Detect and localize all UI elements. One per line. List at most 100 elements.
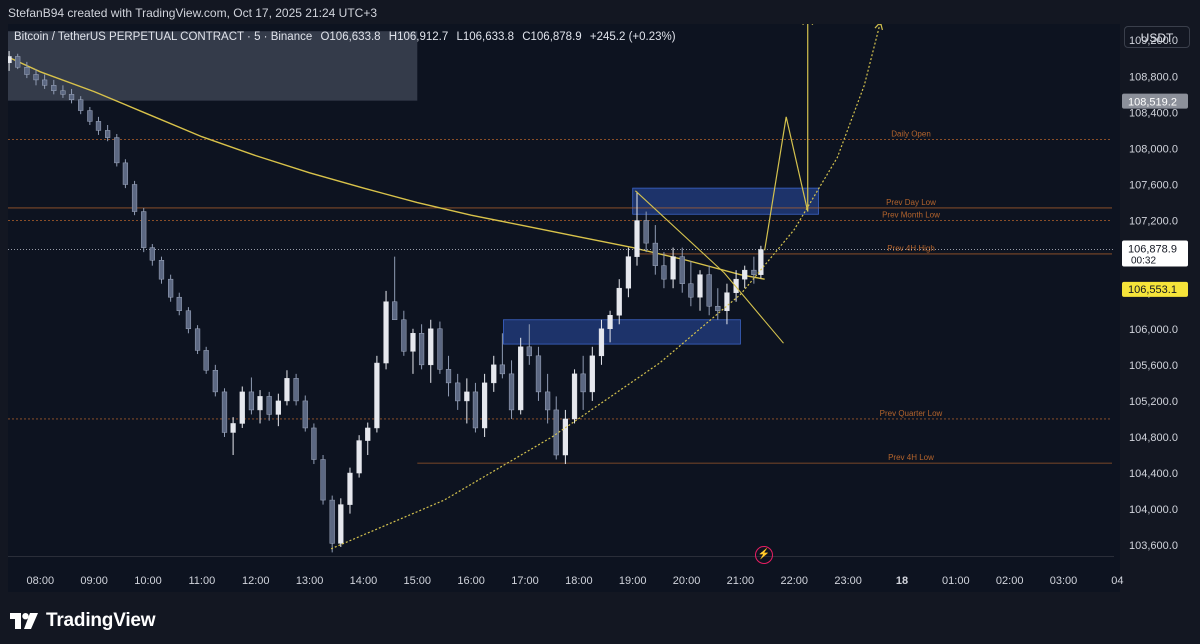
ema-price-label: 106,553.1 [1128,284,1177,296]
y-tick-label: 106,000.0 [1129,324,1178,336]
y-tick-label: 106,400.0 [1129,288,1178,300]
ema-price-tag [1122,281,1188,297]
symbol-title[interactable]: Bitcoin / TetherUS PERPETUAL CONTRACT · … [14,31,313,43]
candle-body [33,74,39,81]
ema-line [10,57,765,280]
candlestick-chart[interactable]: Daily Open Prev Day Low Prev Month Low Prev… [8,24,1120,592]
candle-body [78,99,84,111]
tradingview-logo[interactable]: TradingView [10,610,156,632]
candle-body [105,130,111,138]
candle-body [185,310,192,330]
candle-body [338,504,344,544]
candle-body [320,459,326,501]
candle-body [347,472,353,505]
candle-body [418,333,425,366]
candle-body [758,249,764,275]
candle-body [526,346,532,357]
candle-body [87,110,93,122]
candle-body [203,350,209,371]
candle-body [472,391,479,429]
candle-body [428,328,434,366]
candle-body [239,391,245,424]
close-value: C106,878.9 [522,31,582,43]
last-price-tag [1122,240,1188,267]
candle-body [230,423,236,433]
y-tick-label: 104,800.0 [1129,432,1178,444]
order-block-zone [632,187,819,215]
order-block-zone [503,319,741,345]
chart-panel[interactable]: Daily Open Prev Day Low Prev Month Low Prev… [8,24,1120,592]
candle-body [724,292,730,311]
projection-curve [330,24,881,550]
level-label: Prev Month Low [882,211,940,220]
candle-body [275,400,281,415]
y-tick-label: 108,000.0 [1129,143,1178,155]
y-tick-label: 107,200.0 [1129,216,1178,228]
y-tick-label: 107,600.0 [1129,180,1178,192]
candle-body [715,305,721,311]
last-price-label: 106,878.9 [1128,244,1177,256]
candle-body [688,283,694,298]
attribution-bar: StefanB94 created with TradingView.com, … [0,0,1200,24]
candle-body [643,220,649,244]
projection-triangle [635,190,784,344]
candle-body [221,391,228,433]
candle-body [68,94,75,100]
candle-body [652,242,658,266]
candle-body [158,259,165,280]
candle-body [149,247,155,261]
open-value: O106,633.8 [320,31,381,43]
candle-body [508,373,515,411]
candle-body [455,382,461,402]
y-tick-label: 104,000.0 [1129,504,1178,516]
candle-body [697,274,703,298]
high-value: H106,912.7 [388,31,449,43]
candle-body [464,391,470,402]
candle-body [293,378,299,402]
candle-body [194,328,201,351]
candle-body [733,278,739,293]
projection-arrowhead [874,24,883,31]
candle-body [8,56,12,64]
lightning-icon[interactable]: ⚡ [755,546,773,564]
currency-button[interactable]: USDT [1124,26,1190,48]
candle-body [60,90,66,95]
candle-body [553,409,559,456]
candle-body [302,400,308,429]
candle-body [131,184,138,212]
candle-body [168,278,174,298]
candle-body [535,355,542,393]
candle-body [248,391,255,411]
candle-body [284,378,290,402]
level-label: Prev Day Low [886,198,936,207]
tradingview-logo-icon [10,613,38,629]
candle-body [491,364,497,384]
candle-body [392,301,398,321]
candle-body [15,56,21,68]
candle-body [598,328,605,357]
candle-body [481,382,488,429]
candle-body [634,220,640,257]
marker-price-tag [1122,93,1188,109]
countdown-label: 00:32 [1131,256,1156,267]
range-zone [8,31,418,101]
level-label: Prev 4H High [887,244,935,253]
candle-body [212,370,218,393]
y-tick-label: 103,600.0 [1129,540,1178,552]
candle-body [410,333,416,352]
candle-body [544,391,551,411]
candle-body [679,256,685,284]
candle-body [95,121,102,131]
symbol-header: Bitcoin / TetherUS PERPETUAL CONTRACT · … [14,31,681,43]
y-tick-label: 105,200.0 [1129,396,1178,408]
candle-body [742,269,748,280]
y-tick-label: 108,800.0 [1129,71,1178,83]
candle-body [51,85,57,91]
candle-body [437,328,443,370]
candle-body [383,301,389,364]
projection-zigzag [764,116,809,251]
candle-body [706,274,712,307]
candle-body [580,373,586,393]
attribution-text: StefanB94 created with TradingView.com, … [8,6,377,20]
